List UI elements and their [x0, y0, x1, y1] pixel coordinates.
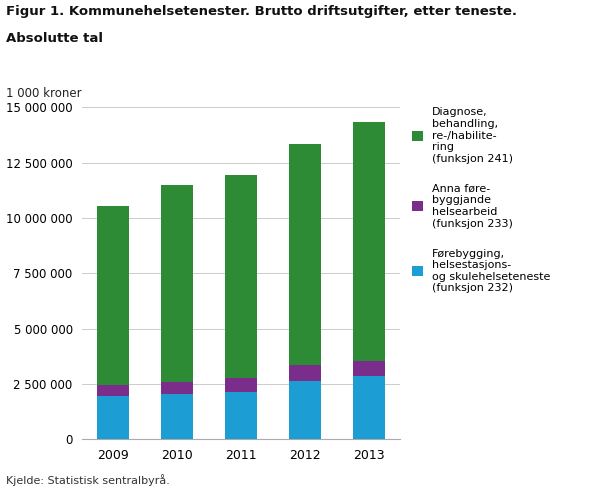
Bar	[225, 378, 257, 392]
Bar	[225, 175, 257, 378]
Text: 1 000 kroner: 1 000 kroner	[6, 87, 82, 100]
Bar	[97, 385, 129, 396]
Bar	[353, 361, 385, 376]
Bar	[289, 381, 321, 439]
Bar	[161, 394, 193, 439]
Bar	[97, 396, 129, 439]
Bar	[289, 365, 321, 381]
Text: Absolutte tal: Absolutte tal	[6, 32, 103, 45]
Text: Kjelde: Statistisk sentralbyrå.: Kjelde: Statistisk sentralbyrå.	[6, 474, 170, 486]
Bar	[353, 376, 385, 439]
Bar	[353, 122, 385, 361]
Bar	[225, 392, 257, 439]
Bar	[97, 206, 129, 385]
Legend: Diagnose,
behandling,
re-/habilite-
ring
(funksjon 241), Anna føre-
byggjande
he: Diagnose, behandling, re-/habilite- ring…	[412, 107, 551, 293]
Bar	[161, 382, 193, 394]
Bar	[289, 144, 321, 365]
Bar	[161, 185, 193, 382]
Text: Figur 1. Kommunehelsetenester. Brutto driftsutgifter, etter teneste.: Figur 1. Kommunehelsetenester. Brutto dr…	[6, 5, 517, 18]
